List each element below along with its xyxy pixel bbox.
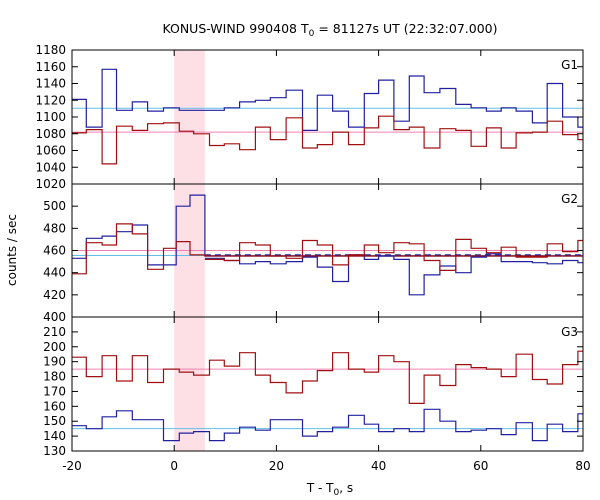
panel-frame xyxy=(71,316,584,452)
y-tick-label: 170 xyxy=(43,384,66,398)
panel-label: G3 xyxy=(561,325,578,339)
y-tick-label: 440 xyxy=(43,266,66,280)
y-axis-label: counts / sec xyxy=(5,214,19,286)
y-tick-label: 130 xyxy=(43,444,66,458)
y-tick-label: 160 xyxy=(43,399,66,413)
x-tick-label: 20 xyxy=(269,459,284,473)
y-tick-label: 1120 xyxy=(35,93,66,107)
y-tick-label: 140 xyxy=(43,429,66,443)
series-line-g3-2 xyxy=(72,350,583,404)
y-tick-label: 1140 xyxy=(35,77,66,91)
panel-frame xyxy=(71,49,584,185)
y-tick-label: 200 xyxy=(43,340,66,354)
series-line-g3-1 xyxy=(72,408,583,442)
y-tick-label: 210 xyxy=(43,325,66,339)
series-line-g2-4 xyxy=(204,238,583,271)
y-tick-label: 1160 xyxy=(35,60,66,74)
series-line-g1-2 xyxy=(72,115,583,165)
x-tick-label: 40 xyxy=(371,459,386,473)
y-tick-label: 400 xyxy=(43,310,66,324)
y-tick-label: 460 xyxy=(43,244,66,258)
series-line-g2-1 xyxy=(72,194,583,266)
series-line-g1-1 xyxy=(72,68,583,131)
y-tick-label: 1180 xyxy=(35,43,66,57)
y-tick-label: 190 xyxy=(43,355,66,369)
y-tick-label: 1060 xyxy=(35,144,66,158)
y-tick-label: 1080 xyxy=(35,127,66,141)
y-tick-label: 480 xyxy=(43,221,66,235)
x-axis-label: T - T0, s xyxy=(306,481,353,498)
x-tick-label: -20 xyxy=(62,459,82,473)
y-tick-label: 180 xyxy=(43,370,66,384)
panel-g2: 400 420 440 460 480 500 G2 xyxy=(43,183,584,324)
series-line-g2-3 xyxy=(204,253,583,296)
panel-g1: 1020 1040 1060 1080 1100 1120 1140 1160 1180 G1 xyxy=(35,43,584,191)
panel-label: G1 xyxy=(561,58,578,72)
y-tick-label: 1100 xyxy=(35,110,66,124)
chart-title: KONUS-WIND 990408 T0 = 81127s UT (22:32:… xyxy=(162,21,497,39)
y-tick-label: 1040 xyxy=(35,160,66,174)
y-tick-label: 1020 xyxy=(35,177,66,191)
y-tick-label: 150 xyxy=(43,414,66,428)
x-tick-label: 0 xyxy=(170,459,178,473)
x-tick-label: 60 xyxy=(473,459,488,473)
x-tick-label: 80 xyxy=(575,459,590,473)
y-tick-label: 420 xyxy=(43,288,66,302)
panel-label: G2 xyxy=(561,192,578,206)
y-tick-label: 500 xyxy=(43,199,66,213)
series-line-g2-2 xyxy=(72,223,583,275)
plot-area: 1020 1040 1060 1080 1100 1120 1140 1160 1180 G1 40… xyxy=(35,43,590,473)
